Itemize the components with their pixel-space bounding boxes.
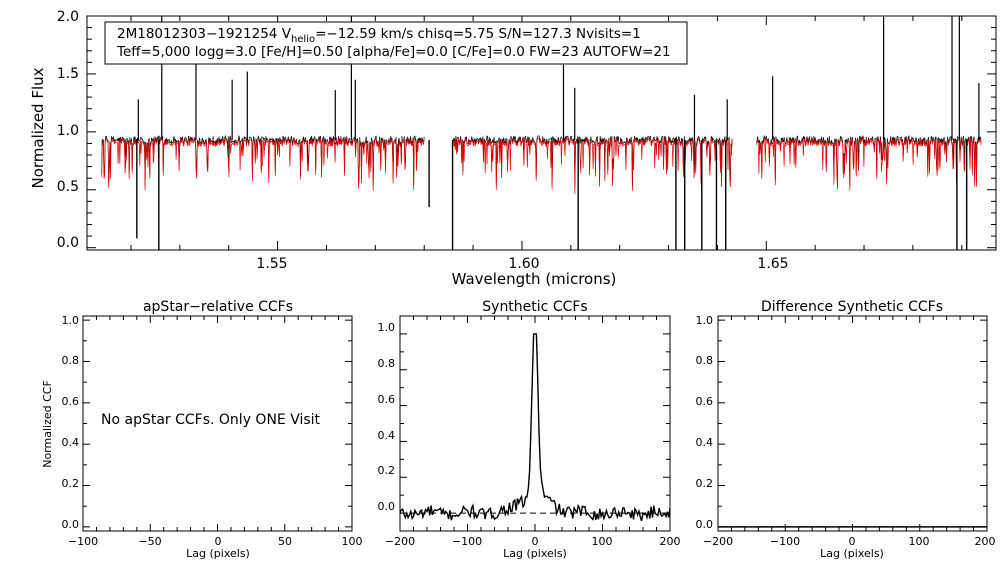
apstar-ccf-title: apStar−relative CCFs: [143, 299, 293, 315]
synthetic-ccf-ytick-label: 0.2: [378, 464, 396, 477]
difference-ccf-frame: [717, 315, 988, 532]
spectrum-ticks: [87, 15, 996, 250]
info-star-id: 2M18012303−1921254: [117, 26, 277, 42]
info-line-1: 2M18012303−1921254 Vhelio=−12.59 km/s ch…: [117, 26, 641, 45]
spectrum-ytick-label: 0.5: [57, 179, 79, 195]
spectrum-ylabel: Normalized Flux: [29, 67, 47, 188]
synthetic-ccf-plot-area: [399, 333, 671, 522]
synthetic-ccf-xtick-label: 0: [532, 535, 539, 548]
difference-ccf-xlabel: Lag (pixels): [820, 547, 884, 560]
difference-ccf-xtick-label: 0: [849, 535, 856, 548]
spectrum-ytick-label: 2.0: [57, 9, 79, 25]
difference-ccf-ytick-label: 0.2: [696, 477, 714, 490]
spectrum-panel: 1.55 1.60 1.65 0.0 0.5 1.0 1.5 2.0 Wavel…: [29, 9, 997, 288]
synthetic-ccf-panel: Synthetic CCFs −200 −100 0 100 200 0.0 0…: [378, 299, 681, 560]
difference-ccf-panel: Difference Synthetic CCFs −200 −100 0 10…: [696, 299, 996, 560]
info-box: [104, 21, 688, 65]
synthetic-ccf-ytick-label: 0.4: [378, 429, 396, 442]
spectrum-model-line: [453, 137, 733, 194]
synthetic-ccf-ytick-label: 1.0: [378, 321, 396, 334]
apstar-ccf-xtick-label: −100: [68, 535, 98, 548]
apstar-ccf-ticks: [82, 316, 353, 531]
spectrum-model-line: [101, 137, 425, 191]
apstar-ccf-xtick-label: −50: [138, 535, 161, 548]
difference-ccf-ytick-label: 0.4: [696, 436, 714, 449]
difference-ccf-xtick-label: 100: [909, 535, 930, 548]
apstar-ccf-xtick-label: 0: [215, 535, 222, 548]
synthetic-ccf-xlabel: Lag (pixels): [503, 547, 567, 560]
info-v: V: [282, 26, 292, 42]
synthetic-ccf-line: [399, 333, 671, 522]
synthetic-ccf-ytick-label: 0.8: [378, 357, 396, 370]
difference-ccf-ytick-label: 0.0: [696, 518, 714, 531]
difference-ccf-ytick-label: 0.8: [696, 354, 714, 367]
apstar-ccf-ylabel: Normalized CCF: [41, 380, 54, 468]
apstar-ccf-ytick-label: 0.8: [62, 354, 80, 367]
synthetic-ccf-ytick-label: 0.6: [378, 393, 396, 406]
spectrum-ytick-label: 0.0: [57, 235, 79, 251]
synthetic-ccf-xtick-label: −200: [385, 535, 415, 548]
difference-ccf-ticks: [717, 316, 988, 531]
synthetic-ccf-ytick-label: 0.0: [378, 500, 396, 513]
apstar-ccf-xlabel: Lag (pixels): [186, 547, 250, 560]
spectrum-xtick-label: 1.60: [508, 256, 539, 272]
info-line-2: Teff=5,000 logg=3.0 [Fe/H]=0.50 [alpha/F…: [116, 44, 671, 60]
difference-ccf-xtick-label: 200: [975, 535, 996, 548]
info-v-subscript: helio: [291, 34, 315, 45]
spectrum-xtick-label: 1.65: [757, 256, 788, 272]
apstar-ccf-xtick-label: 100: [342, 535, 363, 548]
spectrum-plot-area: [101, 16, 982, 250]
apstar-ccf-ytick-label: 0.0: [62, 518, 80, 531]
difference-ccf-ytick-label: 1.0: [696, 314, 714, 327]
difference-ccf-xtick-label: −200: [703, 535, 733, 548]
synthetic-ccf-xtick-label: −100: [452, 535, 482, 548]
spectrum-model-line: [756, 137, 982, 191]
spectrum-ytick-label: 1.5: [57, 66, 79, 82]
spectrum-ytick-label: 1.0: [57, 123, 79, 139]
difference-ccf-title: Difference Synthetic CCFs: [761, 299, 943, 315]
synthetic-ccf-xtick-label: 100: [592, 535, 613, 548]
synthetic-ccf-title: Synthetic CCFs: [482, 299, 587, 315]
spectrum-xlabel: Wavelength (microns): [452, 270, 617, 288]
spectrum-frame: [86, 15, 997, 251]
apstar-ccf-xtick-label: 50: [278, 535, 292, 548]
difference-ccf-ytick-label: 0.6: [696, 395, 714, 408]
apstar-ccf-ytick-label: 0.2: [62, 477, 80, 490]
apstar-ccf-ytick-label: 1.0: [62, 314, 80, 327]
synthetic-ccf-xtick-label: 200: [660, 535, 681, 548]
synthetic-ccf-frame: [399, 315, 671, 532]
apstar-ccf-ytick-label: 0.4: [62, 436, 80, 449]
synthetic-ccf-ticks: [399, 316, 671, 531]
apstar-ccf-panel: apStar−relative CCFs No apStar CCFs. Onl…: [41, 299, 363, 560]
apstar-ccf-note: No apStar CCFs. Only ONE Visit: [101, 412, 321, 428]
difference-ccf-xtick-label: −100: [770, 535, 800, 548]
spectrum-xtick-label: 1.55: [256, 256, 287, 272]
apstar-ccf-ytick-label: 0.6: [62, 395, 80, 408]
info-line-1-rest: =−12.59 km/s chisq=5.75 S/N=127.3 Nvisit…: [315, 26, 641, 42]
